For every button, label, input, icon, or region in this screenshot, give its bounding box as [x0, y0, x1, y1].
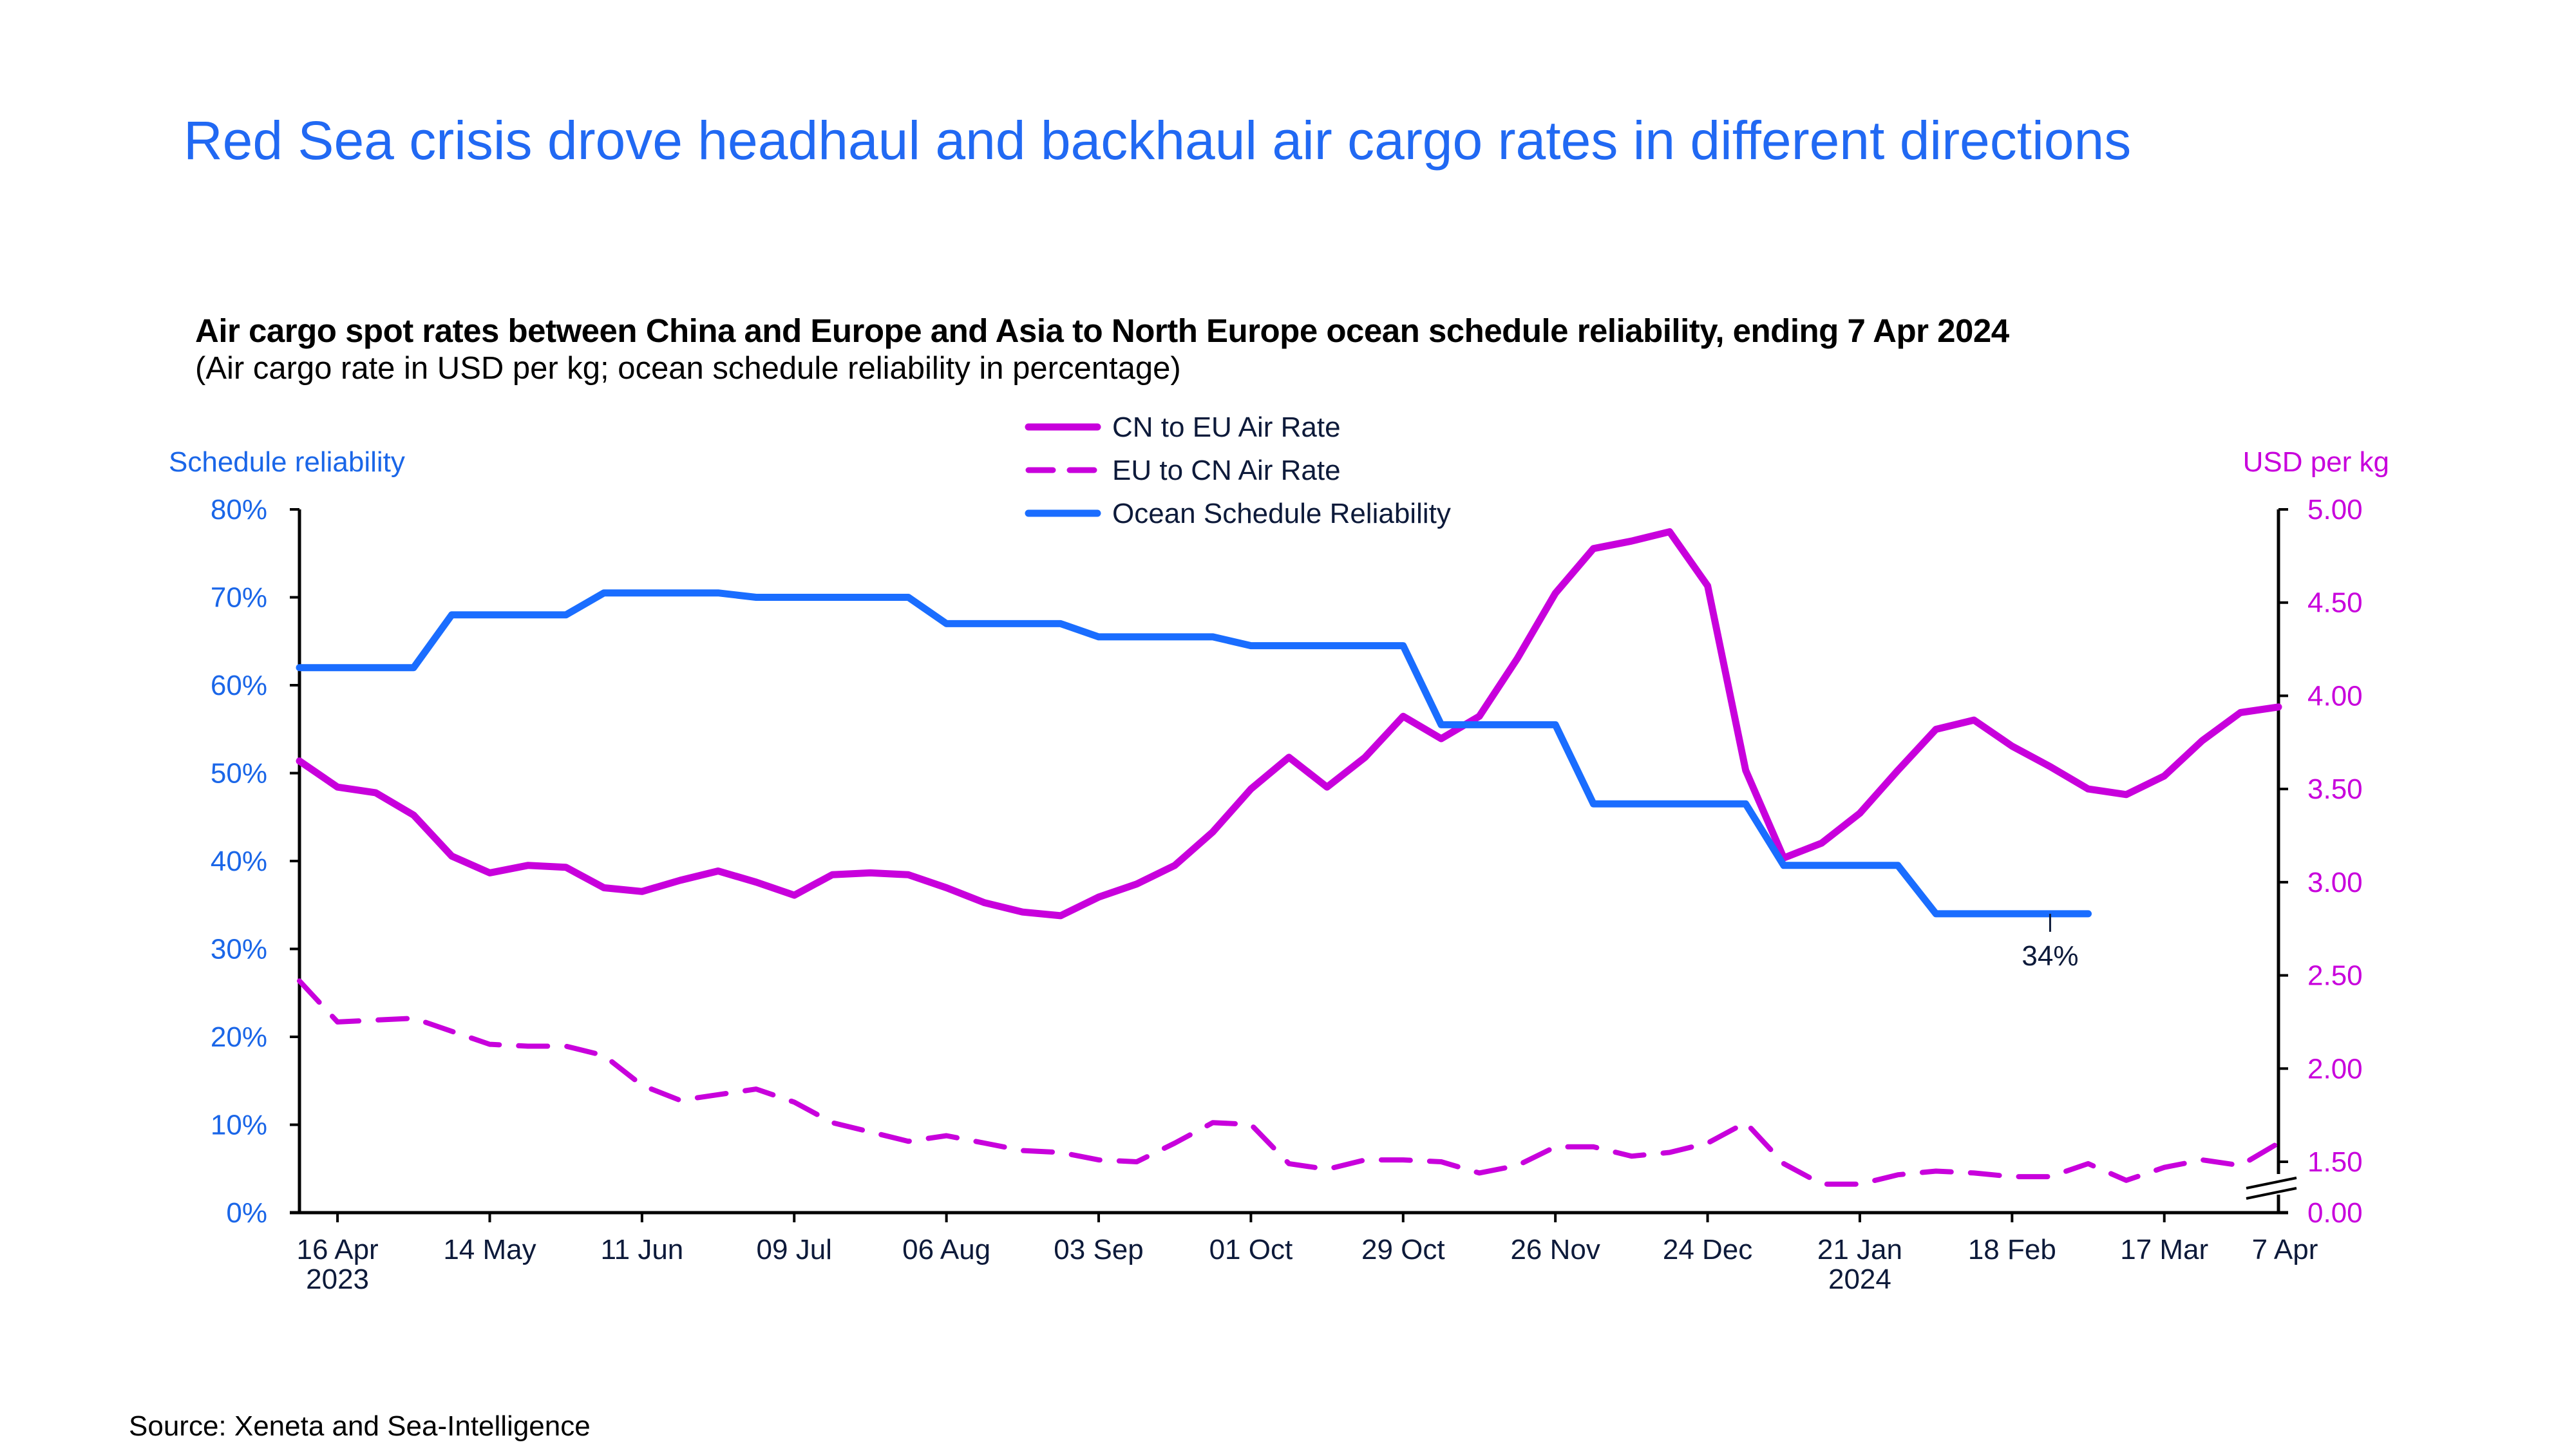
x-axis-tick-sublabel: 2023 [306, 1264, 369, 1295]
left-axis-tick-label: 40% [211, 846, 267, 877]
x-axis-tick-label: 26 Nov [1510, 1234, 1600, 1265]
axis-break-mark [2246, 1177, 2297, 1189]
page-title: Red Sea crisis drove headhaul and backha… [184, 110, 2132, 171]
x-axis-tick-label: 18 Feb [1968, 1234, 2056, 1265]
legend-label-cn-eu: CN to EU Air Rate [1112, 412, 1341, 443]
right-axis-tick-label: 1.50 [2307, 1146, 2363, 1178]
chart-subtitle: Air cargo spot rates between China and E… [195, 312, 2009, 349]
cn-to-eu-air-rate-line [296, 528, 2282, 920]
left-axis-tick-label: 20% [211, 1021, 267, 1053]
legend-label-ocean: Ocean Schedule Reliability [1112, 498, 1451, 529]
x-axis-tick-label: 17 Mar [2120, 1234, 2208, 1265]
left-axis-tick-label: 60% [211, 670, 267, 701]
x-axis-tick-label: 01 Oct [1209, 1234, 1293, 1265]
right-axis-tick-label: 4.00 [2307, 680, 2363, 712]
chart-units-note: (Air cargo rate in USD per kg; ocean sch… [195, 351, 1181, 386]
x-axis-tick-label: 11 Jun [600, 1234, 683, 1265]
ocean-schedule-reliability-line [296, 589, 2092, 918]
series-lines: 34% [296, 528, 2282, 1187]
x-axis-tick-label: 21 Jan [1817, 1234, 1902, 1265]
right-axis-tick-label: 3.50 [2307, 773, 2363, 805]
right-axis-title: USD per kg [2243, 446, 2389, 478]
legend-label-eu-cn: EU to CN Air Rate [1112, 455, 1341, 486]
annotation-label: 34% [2022, 940, 2078, 972]
x-axis-tick-label: 24 Dec [1663, 1234, 1752, 1265]
left-axis-tick-label: 70% [211, 582, 267, 614]
right-axis-tick-label: 3.00 [2307, 867, 2363, 898]
left-axis-tick-label: 30% [211, 934, 267, 965]
right-axis-tick-label: 0.00 [2307, 1197, 2363, 1229]
left-axis-tick-label: 10% [211, 1110, 267, 1141]
left-axis-tick-label: 50% [211, 758, 267, 790]
eu-to-cn-air-rate-line [297, 978, 2281, 1187]
right-axis-tick-label: 4.50 [2307, 587, 2363, 619]
left-axis-tick-label: 80% [211, 494, 267, 526]
legend: CN to EU Air Rate EU to CN Air Rate Ocea… [1025, 412, 1451, 529]
x-axis-tick-label: 7 Apr [2252, 1234, 2318, 1265]
axis-break-mark [2246, 1187, 2297, 1200]
source-note: Source: Xeneta and Sea-Intelligence [129, 1410, 591, 1442]
x-axis-tick-label: 29 Oct [1361, 1234, 1445, 1265]
right-axis-tick-label: 2.50 [2307, 960, 2363, 992]
left-axis-tick-label: 0% [226, 1197, 267, 1229]
x-axis-tick-sublabel: 2024 [1828, 1264, 1891, 1295]
x-axis-tick-label: 14 May [443, 1234, 536, 1265]
right-axis-tick-label: 5.00 [2307, 494, 2363, 526]
x-axis-tick-label: 16 Apr [296, 1234, 378, 1265]
x-axis-tick-label: 06 Aug [902, 1234, 990, 1265]
x-axis-tick-label: 09 Jul [757, 1234, 832, 1265]
right-axis-tick-label: 2.00 [2307, 1053, 2363, 1084]
left-axis-title: Schedule reliability [169, 446, 405, 478]
axes: 0% 10% 20% 30% 40% 50% 60% 70% 80% 0.00 1.50 2.00 2.… [211, 494, 2363, 1295]
x-axis-tick-label: 03 Sep [1054, 1234, 1143, 1265]
